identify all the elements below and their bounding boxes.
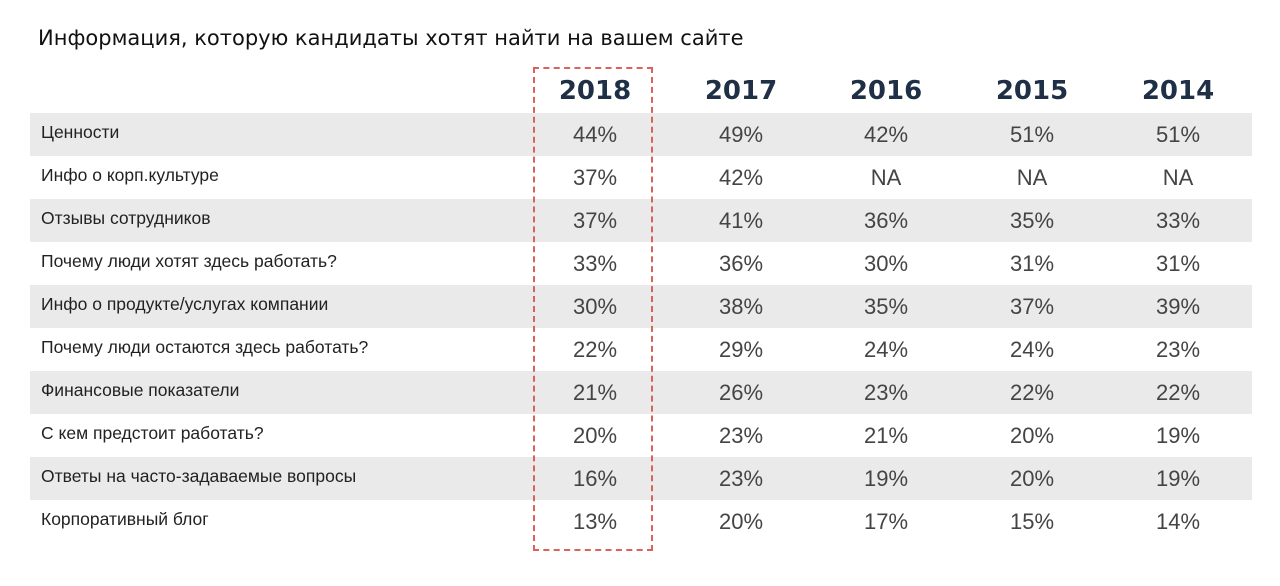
value-cell-2017: 38% bbox=[718, 294, 764, 319]
value-cell-2018: 30% bbox=[572, 294, 618, 319]
table-row: Ответы на часто-задаваемые вопросы 16% 23%… bbox=[30, 457, 1252, 500]
row-label: Финансовые показатели bbox=[41, 380, 240, 400]
value-cell-2015: 15% bbox=[1009, 509, 1055, 534]
value-cell-2018: 44% bbox=[572, 122, 618, 147]
value-cell-2015: 22% bbox=[1009, 380, 1055, 405]
chart-title: Информация, которую кандидаты хотят найт… bbox=[38, 26, 744, 50]
value-cell-2016: 36% bbox=[863, 208, 909, 233]
table-row: Инфо о корп.культуре 37% 42% NA NA NA bbox=[30, 156, 1252, 199]
value-cell-2014: 23% bbox=[1155, 337, 1201, 362]
value-cell-2014: 19% bbox=[1155, 423, 1201, 448]
value-cell-2017: 29% bbox=[718, 337, 764, 362]
value-cell-2014: NA bbox=[1162, 165, 1194, 190]
value-cell-2017: 23% bbox=[718, 423, 764, 448]
value-cell-2015: 20% bbox=[1009, 466, 1055, 491]
value-cell-2015: 37% bbox=[1009, 294, 1055, 319]
value-cell-2018: 33% bbox=[572, 251, 618, 276]
value-cell-2015: 35% bbox=[1009, 208, 1055, 233]
value-cell-2017: 41% bbox=[718, 208, 764, 233]
table-row: Финансовые показатели 21% 26% 23% 22% 22% bbox=[30, 371, 1252, 414]
value-cell-2017: 36% bbox=[718, 251, 764, 276]
value-cell-2015: 24% bbox=[1009, 337, 1055, 362]
column-header-2015: 2015 bbox=[995, 76, 1069, 106]
value-cell-2018: 20% bbox=[572, 423, 618, 448]
value-cell-2014: 22% bbox=[1155, 380, 1201, 405]
value-cell-2016: 21% bbox=[863, 423, 909, 448]
column-header-2017: 2017 bbox=[704, 76, 778, 106]
table-row: Почему люди хотят здесь работать? 33% 36% 3… bbox=[30, 242, 1252, 285]
value-cell-2017: 49% bbox=[718, 122, 764, 147]
row-label: Почему люди остаются здесь работать? bbox=[41, 337, 369, 357]
value-cell-2018: 37% bbox=[572, 165, 618, 190]
value-cell-2015: NA bbox=[1016, 165, 1048, 190]
value-cell-2018: 22% bbox=[572, 337, 618, 362]
value-cell-2017: 42% bbox=[718, 165, 764, 190]
value-cell-2016: 23% bbox=[863, 380, 909, 405]
value-cell-2014: 31% bbox=[1155, 251, 1201, 276]
table-header: 2018 2017 2016 2015 2014 bbox=[30, 70, 1252, 113]
table-row: Корпоративный блог 13% 20% 17% 15% 14% bbox=[30, 500, 1252, 543]
value-cell-2014: 14% bbox=[1155, 509, 1201, 534]
table-row: Отзывы сотрудников 37% 41% 36% 35% 33% bbox=[30, 199, 1252, 242]
data-table: 2018 2017 2016 2015 2014 Ценности 44% 49% 4… bbox=[30, 70, 1252, 543]
value-cell-2018: 13% bbox=[572, 509, 618, 534]
value-cell-2016: 35% bbox=[863, 294, 909, 319]
value-cell-2014: 19% bbox=[1155, 466, 1201, 491]
row-label: С кем предстоит работать? bbox=[41, 423, 264, 443]
value-cell-2015: 51% bbox=[1009, 122, 1055, 147]
row-label: Почему люди хотят здесь работать? bbox=[41, 251, 337, 271]
value-cell-2016: NA bbox=[870, 165, 902, 190]
value-cell-2017: 26% bbox=[718, 380, 764, 405]
value-cell-2018: 21% bbox=[572, 380, 618, 405]
value-cell-2017: 23% bbox=[718, 466, 764, 491]
column-header-2018: 2018 bbox=[558, 76, 632, 106]
row-label: Ценности bbox=[41, 122, 120, 142]
value-cell-2016: 19% bbox=[863, 466, 909, 491]
value-cell-2018: 16% bbox=[572, 466, 618, 491]
table-row: Почему люди остаются здесь работать? 22% 2… bbox=[30, 328, 1252, 371]
row-label: Корпоративный блог bbox=[41, 509, 209, 529]
row-label: Отзывы сотрудников bbox=[41, 208, 211, 228]
value-cell-2016: 17% bbox=[863, 509, 909, 534]
table-row: С кем предстоит работать? 20% 23% 21% 20% 19% bbox=[30, 414, 1252, 457]
row-label: Инфо о продукте/услугах компании bbox=[41, 294, 329, 314]
value-cell-2016: 30% bbox=[863, 251, 909, 276]
value-cell-2015: 31% bbox=[1009, 251, 1055, 276]
row-label: Ответы на часто-задаваемые вопросы bbox=[41, 466, 357, 486]
column-header-2014: 2014 bbox=[1141, 76, 1215, 106]
value-cell-2015: 20% bbox=[1009, 423, 1055, 448]
value-cell-2016: 24% bbox=[863, 337, 909, 362]
value-cell-2014: 51% bbox=[1155, 122, 1201, 147]
table-row: Ценности 44% 49% 42% 51% 51% bbox=[30, 113, 1252, 156]
value-cell-2014: 33% bbox=[1155, 208, 1201, 233]
value-cell-2016: 42% bbox=[863, 122, 909, 147]
value-cell-2014: 39% bbox=[1155, 294, 1201, 319]
value-cell-2017: 20% bbox=[718, 509, 764, 534]
column-header-2016: 2016 bbox=[849, 76, 923, 106]
row-label: Инфо о корп.культуре bbox=[41, 165, 219, 185]
table-row: Инфо о продукте/услугах компании 30% 38% 35… bbox=[30, 285, 1252, 328]
table-body: Ценности 44% 49% 42% 51% 51% Инфо о корп.культ… bbox=[30, 113, 1252, 543]
value-cell-2018: 37% bbox=[572, 208, 618, 233]
